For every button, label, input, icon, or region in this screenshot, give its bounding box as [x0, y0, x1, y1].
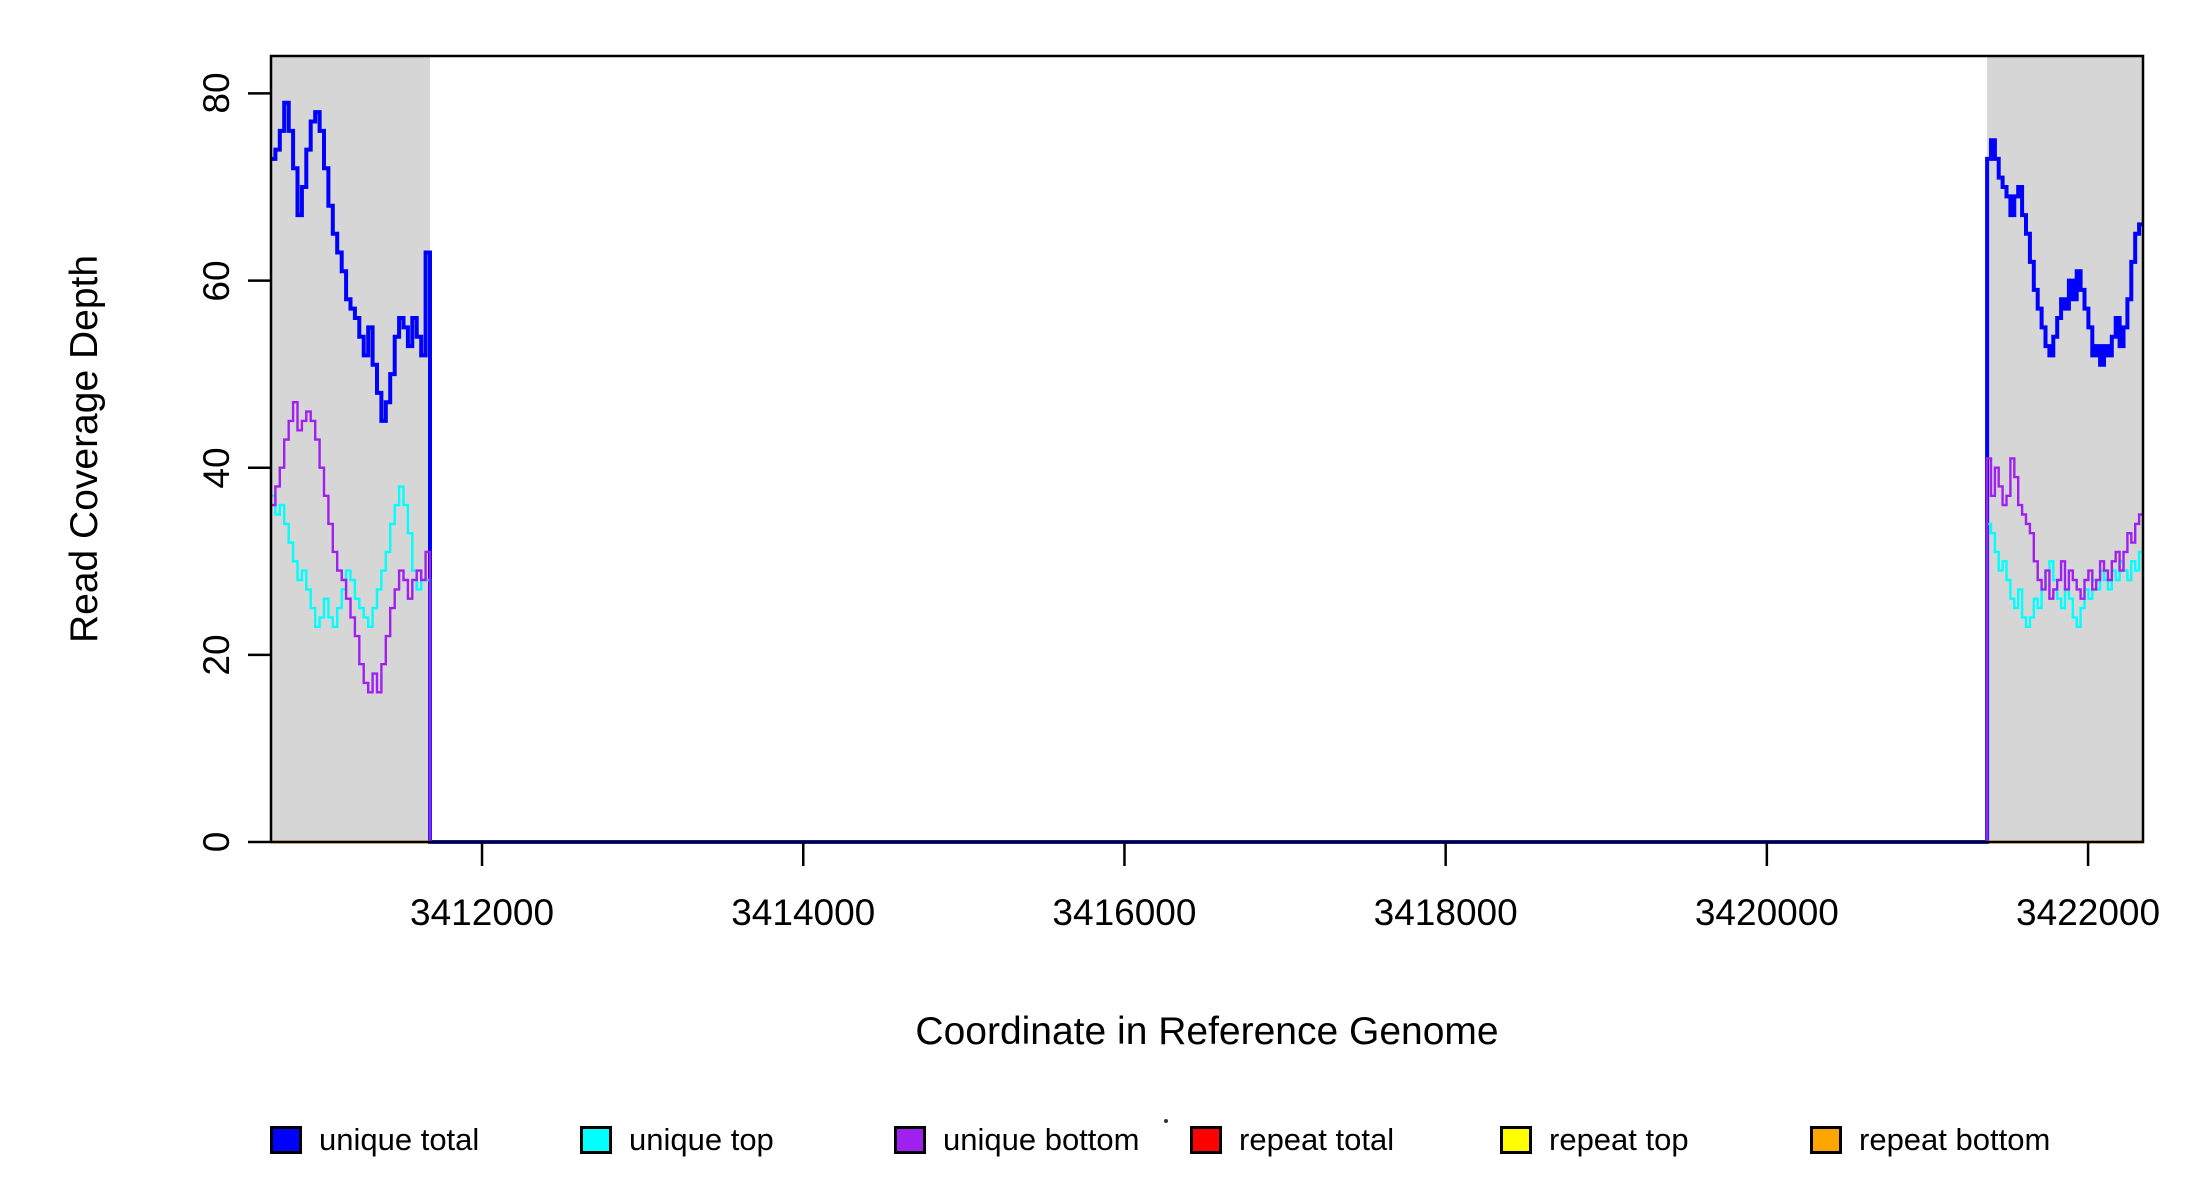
- y-tick-label: 0: [196, 831, 237, 853]
- series-unique-bottom: [271, 401, 2143, 844]
- series-unique-total: [271, 100, 2143, 844]
- y-tick-label: 40: [196, 447, 237, 489]
- legend-label: unique bottom: [943, 1122, 1140, 1157]
- y-axis-title: Read Coverage Depth: [63, 254, 106, 644]
- x-axis-title: Coordinate in Reference Genome: [915, 1010, 1499, 1053]
- legend-swatch-icon: [1810, 1126, 1842, 1154]
- legend-label: repeat total: [1239, 1122, 1395, 1157]
- shaded-region-right-flank: [1987, 56, 2143, 842]
- legend-item-repeat-bottom: repeat bottom: [1810, 1122, 2050, 1158]
- shaded-region-left-flank: [271, 56, 430, 842]
- legend-label: unique top: [629, 1122, 774, 1157]
- legend-swatch-icon: [894, 1126, 926, 1154]
- legend-swatch-icon: [580, 1126, 612, 1154]
- legend-swatch-icon: [270, 1126, 302, 1154]
- legend-swatch-icon: [1190, 1126, 1222, 1154]
- y-tick-label: 20: [196, 634, 237, 676]
- y-tick-label: 60: [196, 259, 237, 302]
- legend-item-unique-top: unique top: [580, 1122, 774, 1158]
- x-tick-label: 3418000: [1373, 892, 1518, 933]
- y-tick-label: 80: [196, 72, 237, 114]
- x-tick-label: 3416000: [1052, 892, 1197, 933]
- legend-item-repeat-top: repeat top: [1500, 1122, 1689, 1158]
- x-tick-label: 3420000: [1694, 892, 1839, 933]
- legend-item-unique-bottom: unique bottom: [894, 1122, 1139, 1158]
- legend-item-unique-total: unique total: [270, 1122, 479, 1158]
- legend-label: unique total: [319, 1122, 480, 1157]
- legend-label: repeat bottom: [1859, 1122, 2051, 1157]
- legend-swatch-icon: [1500, 1126, 1532, 1154]
- x-tick-label: 3422000: [2016, 892, 2161, 933]
- legend-label: repeat top: [1549, 1122, 1689, 1157]
- stray-dot: [1164, 1119, 1168, 1123]
- series-unique-top: [271, 485, 2143, 844]
- x-tick-label: 3412000: [410, 892, 555, 933]
- plot-box: [269, 54, 2145, 844]
- legend-item-repeat-total: repeat total: [1190, 1122, 1394, 1158]
- x-tick-label: 3414000: [731, 892, 876, 933]
